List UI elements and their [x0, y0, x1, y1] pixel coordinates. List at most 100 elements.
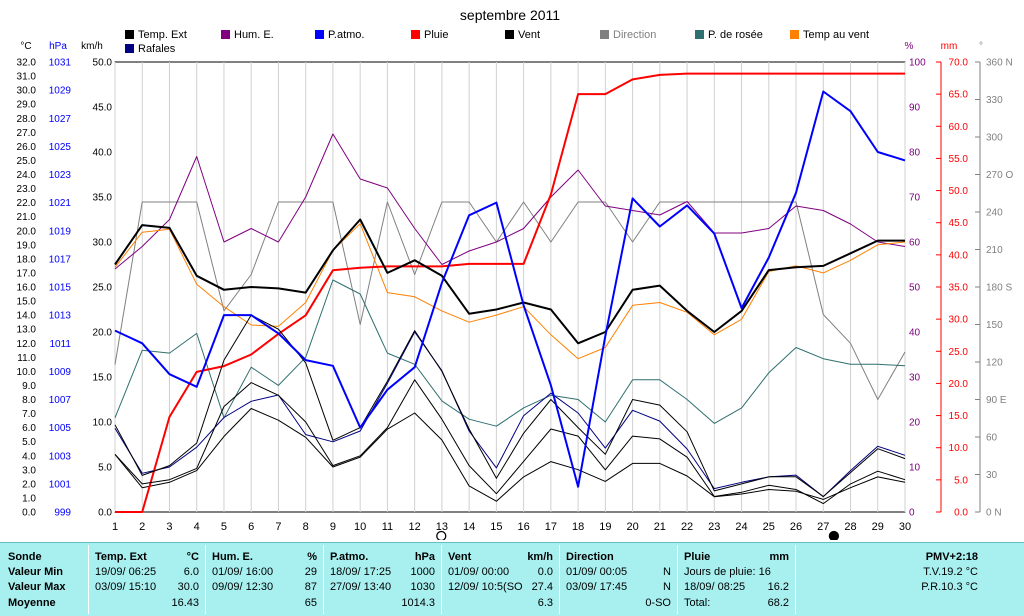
- tick-temp: 20.0: [17, 226, 37, 237]
- row-label-min: Valeur Min: [8, 566, 64, 578]
- tick-dir: 150: [986, 320, 1003, 331]
- tick-rain: 5.0: [954, 475, 968, 486]
- series-direction-line: [114, 201, 906, 400]
- tick-temp: 27.0: [17, 128, 37, 139]
- tick-x: 3: [166, 521, 172, 533]
- temp-avg: 16.43: [171, 597, 199, 609]
- legend-swatch: [411, 30, 420, 39]
- series-temp-ext-line: [114, 218, 905, 345]
- rain-max-time: 18/09/ 08:25: [684, 581, 746, 593]
- row-label-max: Valeur Max: [8, 581, 66, 593]
- legend-swatch: [315, 30, 324, 39]
- temp-min: 6.0: [183, 566, 199, 578]
- legend-swatch: [600, 30, 609, 39]
- press-min-time: 18/09/ 17:25: [330, 566, 392, 578]
- series-p-atmo-line: [114, 90, 906, 488]
- tick-temp: 9.0: [22, 381, 36, 392]
- tick-x: 12: [409, 521, 421, 533]
- tick-temp: 24.0: [17, 170, 37, 181]
- series-temp-ext-low-line: [114, 379, 906, 505]
- tick-hum: 80: [909, 148, 921, 159]
- tick-x: 9: [330, 521, 336, 533]
- temp-max: 30.0: [177, 581, 199, 593]
- tick-temp: 11.0: [17, 353, 36, 364]
- wind-min: 0.0: [537, 566, 553, 578]
- tick-temp: 28.0: [17, 114, 37, 125]
- tick-hum: 30: [909, 373, 921, 384]
- row-label-avg: Moyenne: [8, 597, 56, 609]
- tick-press: 1015: [49, 283, 72, 294]
- unit-label-wind: km/h: [81, 41, 103, 52]
- tick-wind: 35.0: [93, 193, 113, 204]
- tick-temp: 23.0: [17, 184, 37, 195]
- tick-rain: 10.0: [949, 443, 969, 454]
- tick-x: 21: [654, 521, 666, 533]
- temp-max-time: 03/09/ 15:10: [95, 581, 157, 593]
- tick-x: 25: [763, 521, 775, 533]
- tick-temp: 16.0: [17, 283, 37, 294]
- stats-temp: Temp. Ext °C 19/09/ 06:25 6.0 03/09/ 15:…: [89, 543, 205, 616]
- tick-press: 1027: [49, 114, 72, 125]
- stats-wind: Vent km/h 01/09/ 00:00 0.0 12/09/ 10:5(S…: [442, 543, 559, 616]
- legend-swatch: [505, 30, 514, 39]
- tick-dir: 300: [986, 133, 1003, 144]
- tick-hum: 0: [909, 508, 915, 519]
- tick-press: 1021: [49, 198, 72, 209]
- dir-avg: 0-SO: [645, 597, 671, 609]
- tick-x: 7: [275, 521, 281, 533]
- tick-press: 999: [54, 508, 71, 519]
- tick-rain: 35.0: [949, 283, 969, 294]
- chart-title: septembre 2011: [460, 7, 560, 23]
- press-max: 1030: [410, 581, 435, 593]
- tick-temp: 2.0: [22, 479, 36, 490]
- tick-hum: 90: [909, 103, 921, 114]
- temp-unit: °C: [186, 551, 199, 563]
- tick-rain: 30.0: [949, 315, 969, 326]
- tick-temp: 17.0: [17, 268, 37, 279]
- tick-press: 1031: [49, 58, 72, 69]
- tick-x: 15: [490, 521, 502, 533]
- tick-press: 1017: [49, 254, 72, 265]
- legend-swatch: [790, 30, 799, 39]
- tick-press: 1023: [49, 170, 72, 181]
- tick-press: 1011: [49, 339, 71, 350]
- series-temp-ext-high-line: [114, 314, 906, 497]
- row-labels: Sonde Valeur Min Valeur Max Moyenne: [0, 543, 88, 616]
- press-min: 1000: [410, 566, 435, 578]
- tick-press: 1007: [49, 395, 72, 406]
- tick-x: 4: [194, 521, 200, 533]
- tick-x: 22: [681, 521, 693, 533]
- legend-swatch: [221, 30, 230, 39]
- tick-press: 1019: [49, 226, 72, 237]
- tick-x: 11: [382, 521, 393, 533]
- tick-temp: 0.0: [22, 508, 36, 519]
- rain-days: Jours de pluie: 16: [684, 566, 771, 578]
- tick-x: 6: [248, 521, 254, 533]
- tick-x: 10: [354, 521, 366, 533]
- series-pluie-line: [115, 72, 905, 513]
- dir-title: Direction: [566, 551, 614, 563]
- plot-area: [114, 61, 906, 513]
- unit-label-temp: °C: [20, 41, 31, 52]
- tick-temp: 32.0: [17, 58, 37, 69]
- pmv-tv: T.V.19.2 °C: [923, 566, 978, 578]
- tick-x: 30: [899, 521, 911, 533]
- tick-temp: 30.0: [17, 86, 37, 97]
- hum-max: 87: [304, 581, 317, 593]
- tick-rain: 65.0: [949, 90, 969, 101]
- press-avg: 1014.3: [401, 597, 435, 609]
- tick-wind: 30.0: [93, 238, 113, 249]
- tick-temp: 1.0: [22, 493, 36, 504]
- hum-min: 29: [304, 566, 317, 578]
- wind-unit: km/h: [527, 551, 553, 563]
- tick-temp: 14.0: [17, 311, 37, 322]
- temp-title: Temp. Ext: [95, 551, 147, 563]
- tick-press: 1003: [49, 451, 72, 462]
- wind-max: 27.4: [531, 581, 553, 593]
- tick-temp: 7.0: [22, 409, 36, 420]
- unit-label-dir: °: [979, 41, 983, 52]
- tick-dir: 360 N: [986, 58, 1013, 69]
- row-label-sonde: Sonde: [8, 551, 42, 563]
- tick-dir: 330: [986, 95, 1003, 106]
- tick-rain: 15.0: [949, 411, 969, 422]
